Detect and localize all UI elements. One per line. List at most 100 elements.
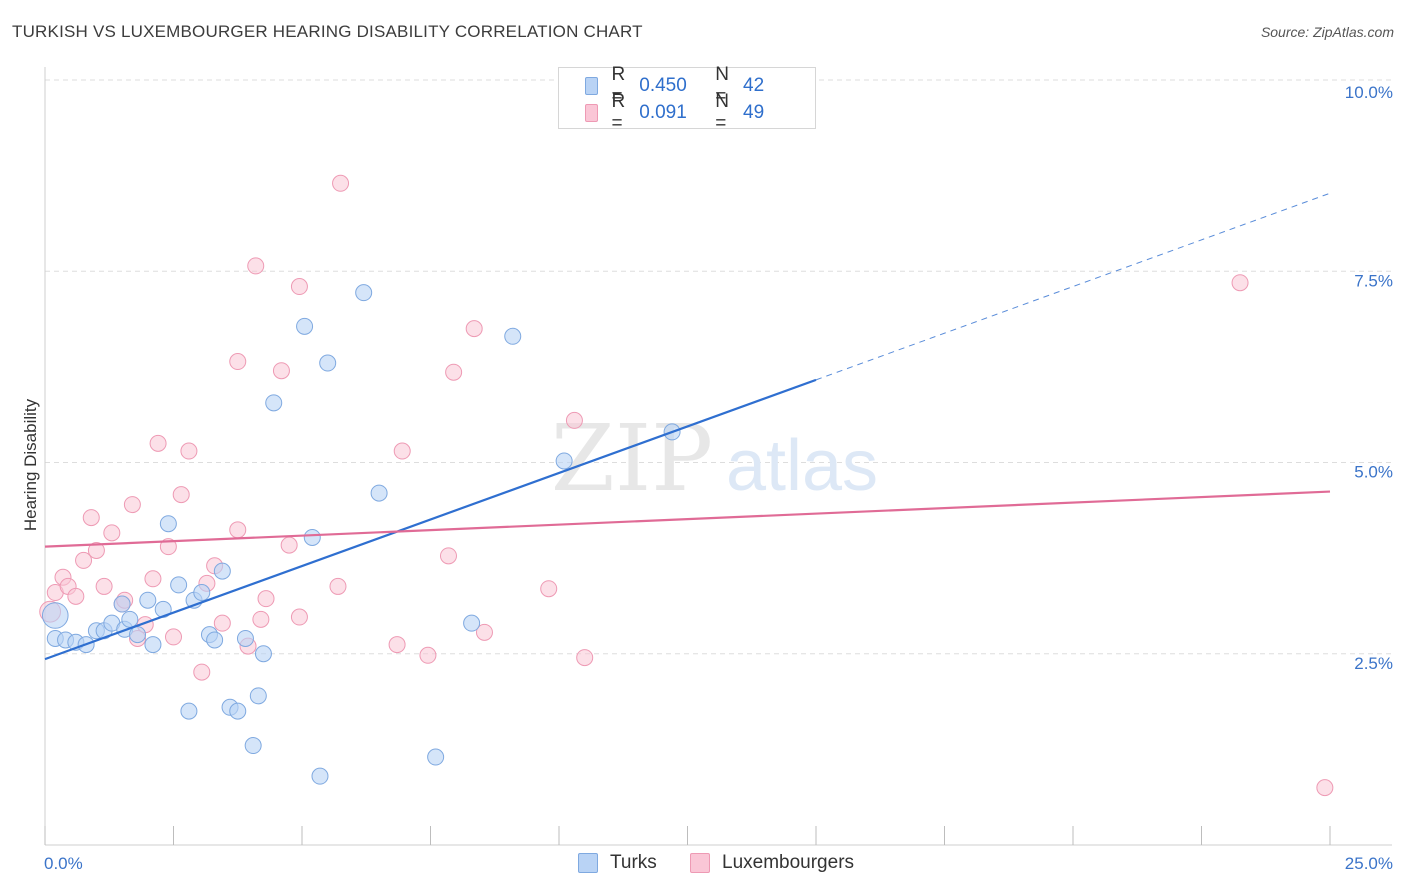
luxembourgers-point — [332, 174, 350, 192]
y-tick-label: 10.0% — [1345, 83, 1393, 102]
luxembourgers-point — [103, 524, 121, 542]
turks-point — [265, 394, 283, 412]
legend-item-luxembourgers: Luxembourgers — [690, 852, 854, 874]
luxembourgers-point — [540, 580, 558, 598]
turks-point — [311, 767, 329, 785]
luxembourgers-point — [475, 623, 493, 641]
turks-point — [229, 702, 247, 720]
luxembourgers-point — [229, 353, 247, 371]
series-legend: Turks Luxembourgers — [0, 852, 1406, 878]
luxembourgers-point — [95, 577, 113, 595]
luxembourgers-swatch — [690, 853, 710, 873]
y-tick-label: 7.5% — [1354, 271, 1393, 290]
legend-row-luxembourgers: R = 0.091 N = 49 — [585, 91, 815, 134]
n-value: 49 — [743, 102, 765, 123]
turks-swatch — [585, 77, 598, 95]
luxembourgers-point — [229, 521, 247, 539]
axes — [44, 67, 1392, 846]
turks-point — [254, 645, 272, 663]
turks-point — [296, 317, 314, 335]
turks-point — [319, 354, 337, 372]
turks-point — [249, 687, 267, 705]
luxembourgers-swatch — [585, 104, 598, 122]
legend-item-turks: Turks — [578, 852, 657, 874]
turks-points — [41, 284, 681, 785]
turks-point — [504, 327, 522, 345]
n-label: N = — [715, 64, 729, 107]
luxembourgers-point — [329, 577, 347, 595]
luxembourgers-point — [465, 320, 483, 338]
luxembourgers-point — [213, 614, 231, 632]
luxembourgers-point — [172, 486, 190, 504]
luxembourgers-point — [144, 570, 162, 588]
luxembourgers-point — [193, 663, 211, 681]
turks-trend-extension — [815, 192, 1331, 381]
turks-point — [144, 636, 162, 654]
grid-lines — [45, 79, 1392, 655]
tick-labels: 2.5% 5.0% 7.5% 10.0% 0.0% 25.0% — [44, 83, 1393, 873]
luxembourgers-point — [576, 649, 594, 667]
legend-row-turks: R = 0.450 N = 42 — [585, 64, 815, 107]
r-label: R = — [611, 91, 626, 134]
turks-point — [463, 614, 481, 632]
turks-swatch — [578, 853, 598, 873]
correlation-legend: R = 0.450 N = 42 R = 0.091 N = 49 — [558, 64, 816, 134]
source-credit: Source: ZipAtlas.com — [1260, 24, 1394, 40]
watermark: ZIP atlas — [551, 405, 878, 512]
luxembourgers-point — [87, 541, 105, 559]
x-tick-label: 25.0% — [1345, 854, 1393, 873]
luxembourgers-point — [165, 628, 182, 646]
trend-lines — [44, 192, 1331, 661]
turks-point — [555, 452, 573, 470]
luxembourgers-points — [39, 174, 1334, 797]
turks-point — [129, 626, 147, 644]
x-tick-label: 0.0% — [44, 854, 83, 873]
turks-point — [180, 702, 198, 720]
r-value: 0.091 — [639, 102, 687, 123]
luxembourgers-trend-line — [44, 490, 1331, 548]
luxembourgers-point — [67, 587, 85, 605]
turks-point — [244, 737, 262, 755]
luxembourgers-point — [290, 278, 308, 296]
luxembourgers-point — [1231, 274, 1249, 292]
n-label: N = — [715, 91, 729, 134]
turks-point — [159, 515, 177, 533]
luxembourgers-point — [75, 551, 93, 569]
watermark-atlas: atlas — [726, 426, 878, 506]
luxembourgers-point — [393, 442, 411, 460]
turks-point — [370, 484, 388, 502]
y-tick-label: 5.0% — [1354, 463, 1393, 482]
luxembourgers-point — [290, 608, 308, 626]
luxembourgers-point — [252, 610, 270, 628]
luxembourgers-point — [247, 257, 265, 275]
luxembourgers-point — [1316, 779, 1334, 797]
luxembourgers-point — [272, 362, 290, 380]
turks-point — [355, 284, 373, 302]
legend-label-luxembourgers: Luxembourgers — [722, 852, 855, 873]
turks-point — [236, 629, 254, 647]
r-label: R = — [611, 64, 626, 107]
y-axis-label: Hearing Disability — [21, 398, 40, 532]
chart-title: TURKISH VS LUXEMBOURGER HEARING DISABILI… — [12, 22, 643, 41]
luxembourgers-point — [149, 434, 167, 452]
turks-point — [113, 595, 131, 613]
luxembourgers-point — [565, 411, 583, 429]
turks-point — [206, 631, 224, 649]
turks-point — [41, 602, 69, 629]
turks-point — [213, 562, 231, 580]
luxembourgers-point — [159, 538, 177, 556]
turks-point — [303, 528, 321, 546]
turks-point — [193, 584, 211, 602]
n-value: 42 — [743, 75, 765, 96]
turks-point — [170, 576, 188, 594]
y-tick-label: 2.5% — [1354, 654, 1393, 673]
luxembourgers-point — [257, 590, 275, 608]
turks-point — [139, 591, 157, 609]
luxembourgers-point — [419, 646, 437, 664]
luxembourgers-point — [123, 496, 141, 514]
luxembourgers-point — [280, 536, 298, 554]
luxembourgers-point — [82, 509, 100, 527]
luxembourgers-point — [445, 363, 463, 381]
legend-label-turks: Turks — [610, 852, 657, 873]
